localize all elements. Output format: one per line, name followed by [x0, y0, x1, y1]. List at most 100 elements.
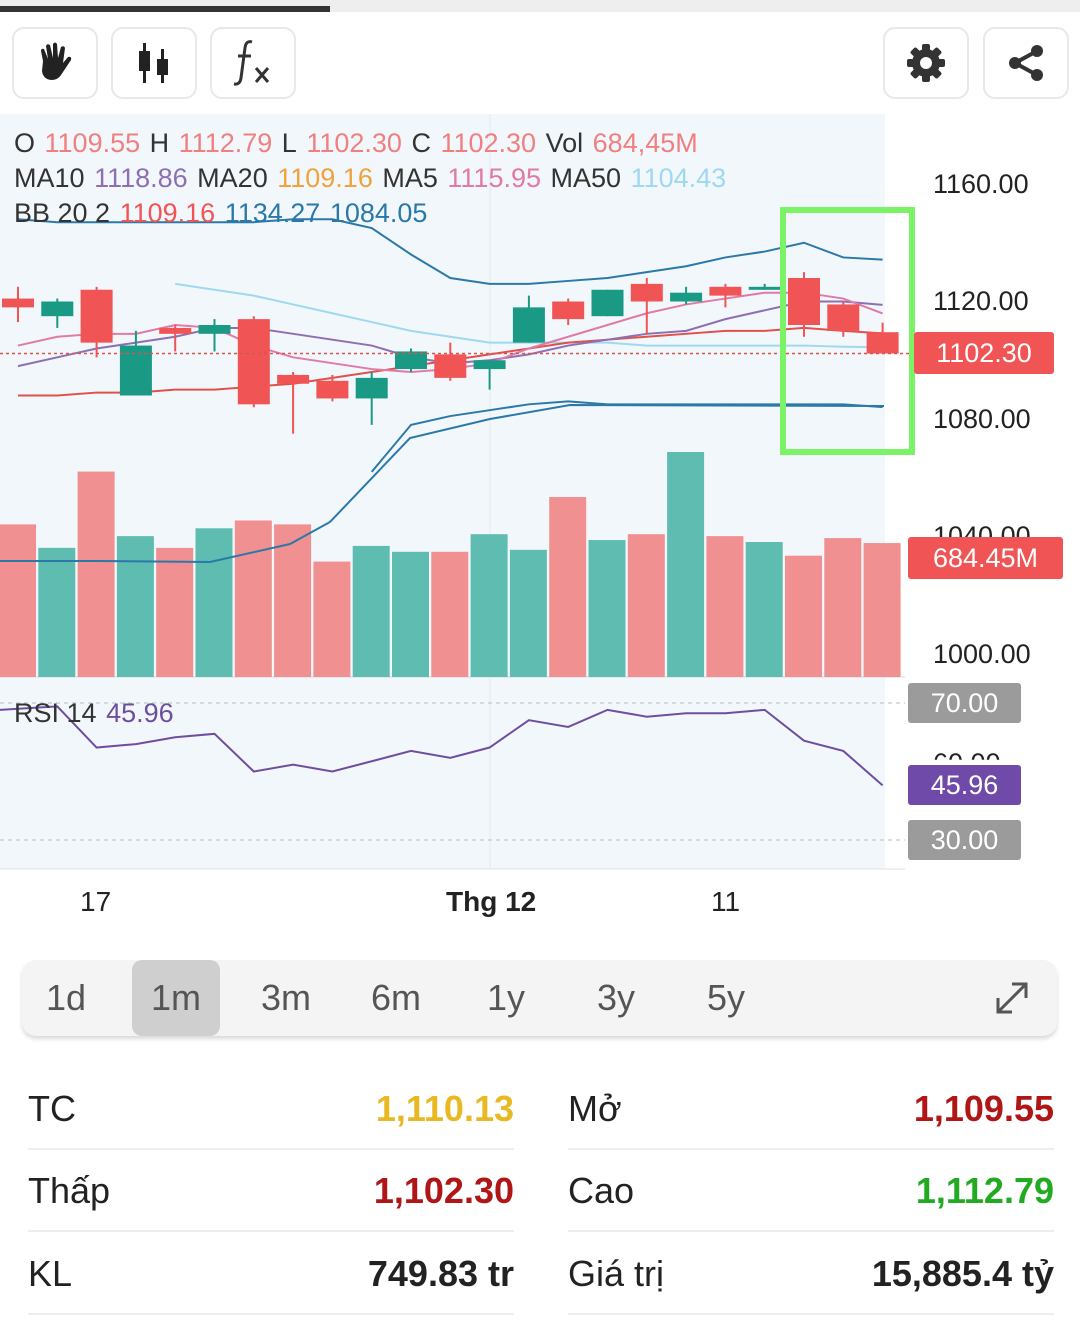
- volume-bar: [313, 561, 351, 677]
- function-icon: [233, 40, 270, 86]
- gear-icon: [907, 44, 945, 82]
- stat-value: 749.83 tr: [367, 1253, 514, 1294]
- close-label: C: [411, 128, 431, 158]
- candle-body: [237, 319, 270, 405]
- stat-high: Cao 1,112.79: [568, 1150, 1054, 1232]
- stat-label: Cao: [568, 1170, 635, 1211]
- rsi-upper-badge: 70.00: [908, 683, 1021, 723]
- price-tick-label: 1000.00: [933, 639, 1031, 669]
- bb-label: BB 20 2: [14, 198, 111, 228]
- close-value: 1102.30: [440, 128, 537, 158]
- last-price-badge: 1102.30: [914, 332, 1054, 374]
- candle-body: [395, 351, 427, 370]
- candle-body: [827, 304, 860, 331]
- high-label: H: [149, 128, 170, 158]
- loading-progress-bar: [0, 0, 1080, 12]
- candle-body: [630, 283, 663, 302]
- rsi-label: RSI 14: [14, 698, 97, 728]
- candle-body: [41, 301, 74, 317]
- volume-bar: [470, 534, 508, 677]
- range-1m-button[interactable]: 1m: [132, 960, 220, 1036]
- volume-bar: [627, 534, 665, 677]
- price-tick-label: 1160.00: [933, 169, 1029, 199]
- hand-icon: [41, 42, 72, 80]
- stat-value: 1,110.13: [375, 1088, 514, 1129]
- ma50-value: 1104.43: [630, 163, 727, 193]
- settings-button[interactable]: [883, 27, 969, 99]
- candle-body: [80, 289, 113, 343]
- volume-label: Vol: [545, 128, 584, 158]
- open-value: 1109.55: [44, 128, 141, 158]
- volume-bar: [77, 471, 115, 677]
- stat-value: 1,102.30: [373, 1170, 514, 1211]
- stat-reference: TC 1,110.13: [28, 1068, 514, 1150]
- high-value: 1112.79: [178, 128, 273, 158]
- ma10-label: MA10: [14, 163, 85, 193]
- stat-label: Giá trị: [568, 1253, 665, 1294]
- candle-body: [709, 286, 742, 296]
- ma5-value: 1115.95: [447, 163, 541, 193]
- indicators-button[interactable]: [210, 27, 296, 99]
- fullscreen-button[interactable]: [992, 978, 1032, 1018]
- chart-background: [0, 114, 885, 869]
- price-tick-label: 1080.00: [933, 404, 1031, 434]
- stat-value: 1,109.55: [913, 1088, 1054, 1129]
- candle-body: [473, 360, 506, 370]
- ma10-value: 1118.86: [94, 163, 188, 193]
- ma20-label: MA20: [197, 163, 268, 193]
- volume-bar: [392, 551, 429, 677]
- range-6m-button[interactable]: 6m: [370, 977, 421, 1018]
- volume-bar: [706, 536, 744, 677]
- candle-body: [316, 380, 349, 399]
- drawing-tool-button[interactable]: [12, 27, 98, 99]
- range-3m-button[interactable]: 3m: [260, 977, 311, 1018]
- x-axis-label: 11: [711, 886, 741, 917]
- candlestick-icon: [139, 43, 168, 83]
- open-label: O: [14, 128, 36, 158]
- candle-body: [748, 286, 781, 290]
- expand-icon: [996, 982, 1028, 1014]
- candle-body: [591, 289, 624, 317]
- stat-label: KL: [28, 1253, 73, 1294]
- chart-canvas[interactable]: [0, 108, 1080, 940]
- stat-label: Mở: [568, 1088, 622, 1129]
- stat-label: TC: [28, 1088, 76, 1129]
- bb-lower-value: 1084.05: [329, 198, 428, 228]
- stat-open: Mở 1,109.55: [568, 1068, 1054, 1150]
- bb-mid-value: 1109.16: [119, 198, 216, 228]
- chart-type-button[interactable]: [111, 27, 197, 99]
- range-1d-button[interactable]: 1d: [45, 977, 87, 1018]
- candle-body: [552, 301, 585, 320]
- volume-bar: [667, 452, 705, 677]
- highlight-box: [780, 207, 915, 455]
- rsi-lower-badge: 30.00: [908, 820, 1021, 860]
- price-tick-label: 1120.00: [933, 286, 1029, 316]
- loading-progress-fill: [0, 6, 330, 12]
- range-3y-button[interactable]: 3y: [596, 977, 636, 1018]
- volume-bar: [509, 549, 547, 677]
- stat-label: Thấp: [28, 1170, 111, 1211]
- range-1y-button[interactable]: 1y: [486, 977, 526, 1018]
- last-volume-badge: 684.45M: [908, 537, 1063, 579]
- rsi-mid-tick-label: 60.00: [933, 748, 1001, 778]
- stat-volume: KL 749.83 tr: [28, 1233, 514, 1315]
- range-5y-button[interactable]: 5y: [706, 977, 746, 1018]
- volume-value: 684,45M: [592, 128, 698, 158]
- x-axis-label: Thg 12: [446, 886, 537, 917]
- share-button[interactable]: [983, 27, 1069, 99]
- candle-body: [277, 374, 310, 384]
- price-chart[interactable]: O 1109.55 H 1112.79 L 1102.30 C 1102.30 …: [0, 108, 1080, 940]
- volume-bar: [549, 497, 587, 677]
- volume-bar: [785, 555, 822, 677]
- stat-value: 15,885.4 tỷ: [871, 1253, 1054, 1294]
- ma-legend: MA10 1118.86 MA20 1109.16 MA5 1115.95 MA…: [14, 161, 728, 196]
- stat-value-traded: Giá trị 15,885.4 tỷ: [568, 1233, 1054, 1315]
- volume-bar: [745, 542, 783, 677]
- candle-body: [434, 354, 467, 378]
- volume-bar: [588, 540, 626, 677]
- bb-upper-line: [17, 218, 883, 285]
- bb-legend: BB 20 2 1109.16 1134.27 1084.05: [14, 196, 429, 231]
- volume-bar: [431, 551, 469, 677]
- volume-bar: [195, 528, 233, 677]
- volume-bar: [38, 547, 76, 677]
